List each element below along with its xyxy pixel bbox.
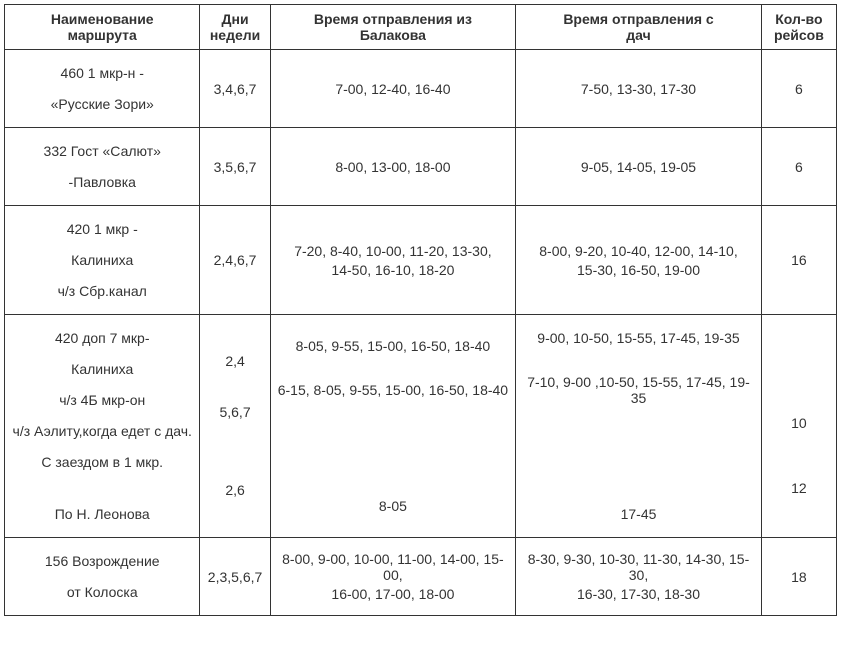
cell-dep-back: 9-00, 10-50, 15-55, 17-45, 19-357-10, 9-… xyxy=(516,315,762,538)
cell-dep-back: 9-05, 14-05, 19-05 xyxy=(516,128,762,206)
header-row: Наименованиемаршрута Днинедели Время отп… xyxy=(5,5,837,50)
col-days: Днинедели xyxy=(200,5,270,50)
cell-dep-back: 7-50, 13-30, 17-30 xyxy=(516,50,762,128)
cell-trips: 18 xyxy=(761,538,836,616)
table-row: 420 1 мкр -Калинихач/з Сбр.канал2,4,6,77… xyxy=(5,206,837,315)
cell-route: 332 Гост «Салют»-Павловка xyxy=(5,128,200,206)
cell-route: 420 доп 7 мкр-Калинихач/з 4Б мкр-онч/з А… xyxy=(5,315,200,538)
cell-days: 2,4 5,6,7 2,6 xyxy=(200,315,270,538)
cell-route: 460 1 мкр-н -«Русские Зори» xyxy=(5,50,200,128)
cell-trips: 1012 xyxy=(761,315,836,538)
cell-dep-from: 8-00, 9-00, 10-00, 11-00, 14-00, 15-00,1… xyxy=(270,538,516,616)
cell-route: 156 Возрождениеот Колоска xyxy=(5,538,200,616)
cell-dep-from: 8-05, 9-55, 15-00, 16-50, 18-406-15, 8-0… xyxy=(270,315,516,538)
cell-dep-from: 7-00, 12-40, 16-40 xyxy=(270,50,516,128)
cell-trips: 6 xyxy=(761,128,836,206)
cell-dep-from: 7-20, 8-40, 10-00, 11-20, 13-30,14-50, 1… xyxy=(270,206,516,315)
cell-dep-back: 8-30, 9-30, 10-30, 11-30, 14-30, 15-30,1… xyxy=(516,538,762,616)
cell-days: 2,4,6,7 xyxy=(200,206,270,315)
schedule-table: Наименованиемаршрута Днинедели Время отп… xyxy=(4,4,837,616)
cell-dep-from: 8-00, 13-00, 18-00 xyxy=(270,128,516,206)
table-row: 156 Возрождениеот Колоска2,3,5,6,78-00, … xyxy=(5,538,837,616)
table-row: 420 доп 7 мкр-Калинихач/з 4Б мкр-онч/з А… xyxy=(5,315,837,538)
col-route: Наименованиемаршрута xyxy=(5,5,200,50)
col-dep-back: Время отправления сдач xyxy=(516,5,762,50)
cell-trips: 16 xyxy=(761,206,836,315)
cell-days: 2,3,5,6,7 xyxy=(200,538,270,616)
col-trips: Кол-ворейсов xyxy=(761,5,836,50)
cell-days: 3,5,6,7 xyxy=(200,128,270,206)
col-dep-from: Время отправления изБалакова xyxy=(270,5,516,50)
cell-trips: 6 xyxy=(761,50,836,128)
table-row: 332 Гост «Салют»-Павловка3,5,6,78-00, 13… xyxy=(5,128,837,206)
cell-route: 420 1 мкр -Калинихач/з Сбр.канал xyxy=(5,206,200,315)
cell-dep-back: 8-00, 9-20, 10-40, 12-00, 14-10,15-30, 1… xyxy=(516,206,762,315)
table-row: 460 1 мкр-н -«Русские Зори»3,4,6,77-00, … xyxy=(5,50,837,128)
cell-days: 3,4,6,7 xyxy=(200,50,270,128)
